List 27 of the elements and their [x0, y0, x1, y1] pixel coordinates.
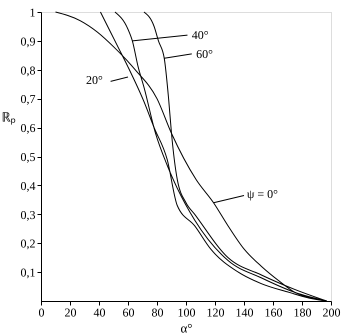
x-tick-label: 60	[122, 306, 134, 320]
x-tick-label: 180	[294, 306, 312, 320]
x-axis-title: α°	[180, 320, 193, 333]
y-tick-label: 0,3	[20, 208, 36, 222]
text: 20°	[86, 72, 103, 87]
x-tick-label: 80	[152, 306, 164, 320]
y-tick-label: 0,4	[20, 178, 36, 193]
legend-label: 40°	[192, 28, 209, 42]
y-tick-label: 0,1	[20, 266, 36, 280]
x-tick-label: 200	[322, 306, 340, 320]
x-tick-label: 120	[206, 306, 224, 320]
y-tick-label: 0,9	[20, 34, 36, 48]
legend-label: ψ = 0°	[246, 187, 278, 202]
y-tick-label: 0,2	[20, 236, 36, 251]
y-tick-label: 0,6	[20, 121, 36, 136]
x-tick-label: 160	[264, 306, 282, 320]
x-tick-label: 140	[236, 306, 254, 320]
x-tick-label: 20	[64, 306, 76, 320]
legend-label: 60°	[196, 46, 214, 61]
x-tick-label: 40	[94, 306, 106, 320]
y-tick-label: 1	[30, 6, 36, 20]
y-axis-title: ℝₚ	[2, 110, 16, 126]
x-tick-label: 100	[178, 306, 196, 320]
y-tick-label: 0,7	[20, 92, 36, 106]
y-tick-label: 0,5	[20, 150, 36, 164]
y-tick-label: 0,8	[20, 63, 36, 78]
x-tick-label: 0	[38, 306, 44, 320]
